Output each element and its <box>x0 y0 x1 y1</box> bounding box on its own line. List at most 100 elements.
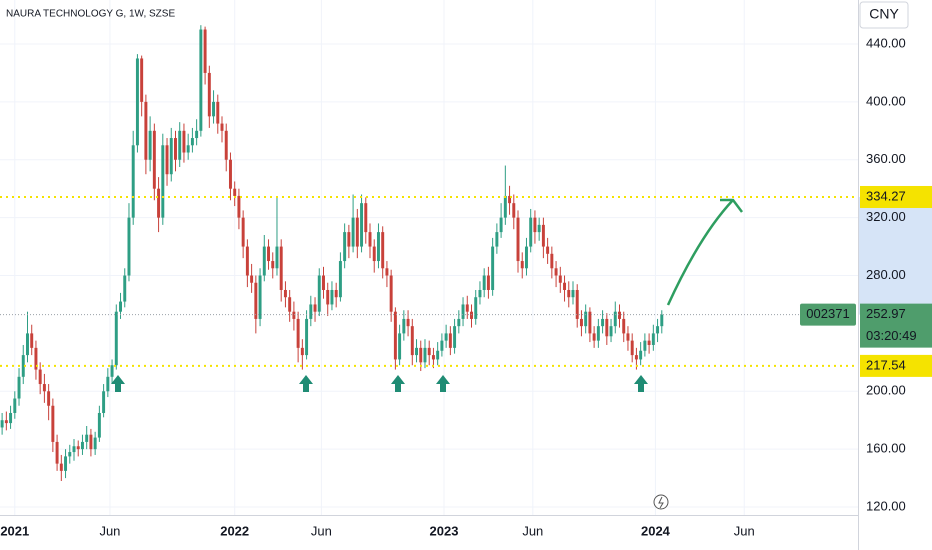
candle-body <box>0 420 4 428</box>
candle-body <box>296 318 300 348</box>
candle-body <box>592 333 596 341</box>
candle-body <box>643 340 647 351</box>
candle-body <box>80 441 84 450</box>
candle-body <box>376 232 380 262</box>
candle-body <box>415 347 419 356</box>
candle-body <box>174 138 177 160</box>
candle-body <box>317 275 321 312</box>
price-range-highlight <box>859 196 932 315</box>
candle-body <box>402 318 406 334</box>
candle-body <box>360 203 364 247</box>
candle-body <box>558 275 562 283</box>
candle-body <box>486 275 490 290</box>
candle-body <box>97 412 101 438</box>
candle-body <box>465 304 469 312</box>
candle-body <box>453 326 457 348</box>
candle-body <box>51 405 55 442</box>
candle-body <box>567 289 571 298</box>
candle-body <box>656 326 660 334</box>
currency-box[interactable] <box>859 1 909 29</box>
candle-body <box>393 311 397 360</box>
candle-body <box>140 58 144 102</box>
candle-body <box>127 217 131 276</box>
candle-body <box>169 138 173 175</box>
x-tick-label: 2023 <box>430 523 459 538</box>
support-arrow <box>634 375 648 392</box>
support-arrow <box>391 375 405 392</box>
candle-body <box>491 246 495 290</box>
candle-body <box>482 275 486 290</box>
candle-body <box>190 138 194 146</box>
plot <box>0 0 858 515</box>
x-tick-label: 2024 <box>641 523 671 538</box>
candle-body <box>533 217 537 233</box>
candle-body <box>233 188 237 196</box>
candle-body <box>546 246 550 254</box>
candle-body <box>30 333 34 348</box>
candle-body <box>554 268 558 276</box>
candle-body <box>541 224 545 247</box>
candle-body <box>503 195 507 218</box>
candle-body <box>630 340 634 356</box>
candle-body <box>579 318 583 327</box>
candle-body <box>55 441 59 464</box>
candle-body <box>26 333 29 356</box>
alert-icon[interactable] <box>653 494 669 510</box>
candle-body <box>419 347 423 363</box>
y-tick-label: 280.00 <box>866 267 906 282</box>
candle-body <box>609 326 613 337</box>
candle-body <box>618 311 621 319</box>
candle-body <box>178 130 182 160</box>
candle-body <box>389 275 393 312</box>
y-tick-label: 200.00 <box>866 383 906 398</box>
candle-body <box>207 72 211 117</box>
level-box <box>860 354 932 377</box>
candle-body <box>440 340 444 351</box>
projection-arrow-head <box>720 198 743 213</box>
candle-body <box>309 304 313 319</box>
candle-body <box>343 232 347 262</box>
candle-body <box>372 246 376 262</box>
candle-body <box>17 376 21 399</box>
level-box <box>860 185 932 208</box>
x-tick-label: Jun <box>311 523 332 538</box>
candle-body <box>64 456 68 471</box>
candle-body <box>4 420 8 424</box>
candle-body <box>123 275 127 302</box>
candle-body <box>622 318 626 334</box>
candle-body <box>106 376 110 392</box>
candle-body <box>199 29 203 131</box>
candle-body <box>520 261 524 269</box>
candle-body <box>457 318 461 327</box>
candle-body <box>448 333 452 348</box>
candle-body <box>135 58 139 146</box>
candle-body <box>347 232 351 247</box>
candle-body <box>300 347 304 356</box>
candle-body <box>626 333 630 341</box>
candle-body <box>245 246 249 276</box>
candle-body <box>575 289 579 319</box>
candle-body <box>165 145 169 175</box>
candle-body <box>436 350 440 360</box>
y-tick-label: 440.00 <box>866 35 906 50</box>
candle-body <box>237 195 241 218</box>
candle-body <box>203 29 207 73</box>
candle-body <box>326 289 330 305</box>
candle-body <box>292 311 296 319</box>
candle-body <box>431 355 435 360</box>
candle-body <box>42 384 46 392</box>
candle-body <box>385 268 389 276</box>
candle-body <box>182 130 186 153</box>
candle-body <box>38 369 42 385</box>
candle-body <box>13 398 17 413</box>
candle-body <box>508 195 512 204</box>
candle-body <box>131 145 135 218</box>
candle-body <box>550 253 554 269</box>
candle-body <box>305 318 309 356</box>
symbol-box <box>800 303 856 326</box>
candle-body <box>9 412 13 424</box>
candle-body <box>584 311 588 327</box>
candle-body <box>224 130 228 160</box>
x-tick-label: 2022 <box>220 523 249 538</box>
candle-body <box>288 297 292 312</box>
